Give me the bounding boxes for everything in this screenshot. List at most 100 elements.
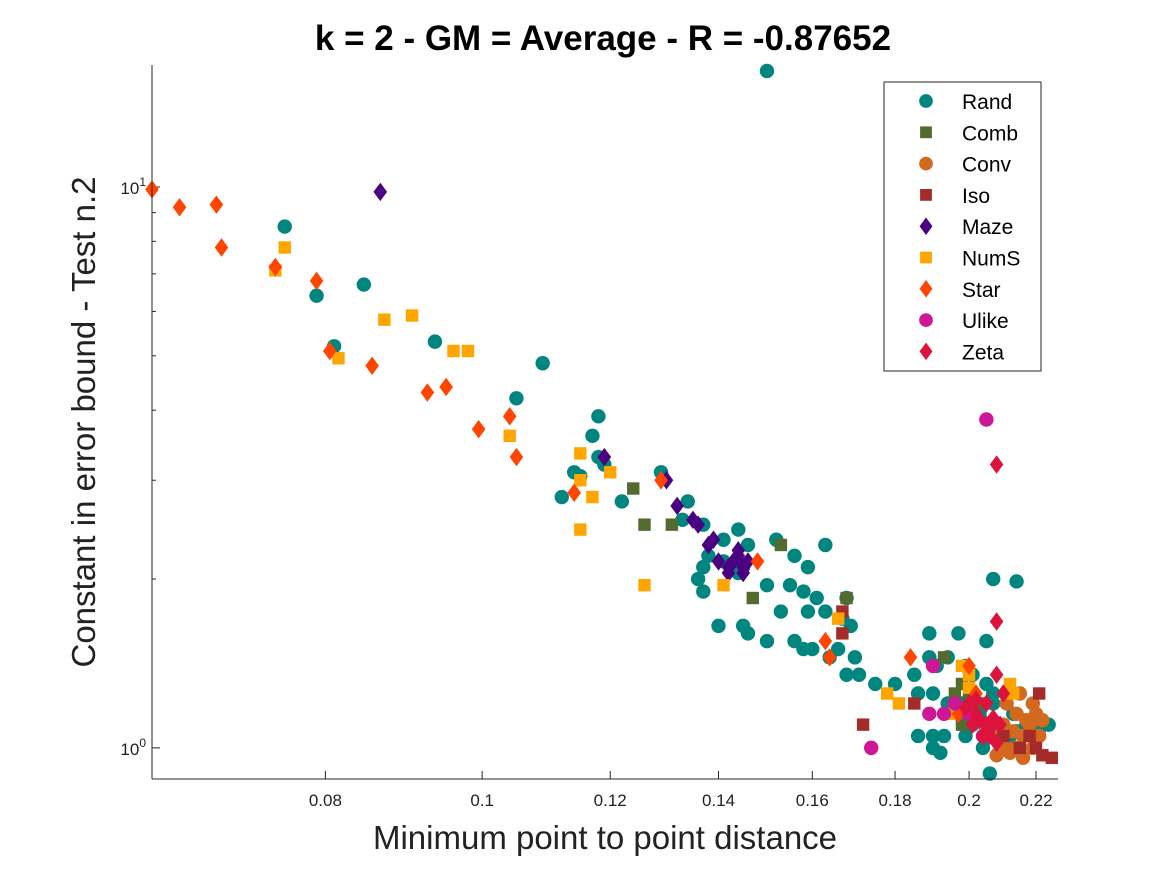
data-point-rand	[701, 548, 716, 564]
data-point-rand	[740, 537, 756, 553]
data-point-zeta	[989, 665, 1004, 684]
data-point-star	[654, 471, 668, 490]
legend-item-ulike: Ulike	[919, 310, 1009, 333]
data-point-nums	[880, 687, 894, 700]
x-tick-label: 0.16	[796, 791, 829, 810]
data-point-rand	[936, 728, 952, 744]
data-point-nums	[278, 241, 291, 254]
legend-marker-ulike	[919, 313, 933, 327]
data-point-star	[750, 552, 765, 571]
data-point-star	[822, 648, 837, 667]
legend-box	[883, 81, 1042, 372]
data-point-iso	[908, 697, 921, 710]
data-point-comb	[937, 651, 951, 664]
data-point-maze	[691, 515, 705, 534]
data-point-star	[420, 383, 435, 402]
data-point-maze	[711, 552, 726, 571]
data-point-zeta	[976, 726, 990, 746]
legend-marker-maze	[919, 217, 933, 235]
legend-label: Ulike	[962, 310, 1009, 333]
x-tick-label: 0.22	[1019, 791, 1052, 810]
data-points	[145, 63, 1058, 781]
x-tick-label: 0.08	[309, 791, 342, 810]
legend-item-star: Star	[919, 279, 1001, 302]
legend-label: Iso	[962, 185, 990, 208]
data-point-comb	[840, 591, 853, 605]
data-point-nums	[831, 612, 845, 625]
legend-marker-zeta	[919, 342, 933, 361]
data-point-ulike	[979, 412, 994, 427]
data-point-star	[471, 419, 486, 439]
data-point-maze	[686, 510, 700, 530]
legend-label: Comb	[962, 122, 1018, 145]
data-point-rand	[591, 409, 606, 424]
data-point-nums	[717, 578, 730, 592]
data-point-star	[962, 656, 976, 676]
data-point-rand	[796, 584, 811, 599]
data-point-star	[209, 195, 224, 214]
data-point-rand	[554, 489, 569, 505]
data-point-iso	[1023, 729, 1036, 743]
data-point-nums	[892, 697, 906, 710]
data-point-comb	[627, 482, 640, 495]
data-point-rand	[716, 532, 731, 547]
series-star	[145, 180, 983, 724]
data-point-ulike	[936, 706, 952, 722]
data-point-rand	[805, 641, 820, 657]
data-point-nums	[1007, 687, 1020, 700]
x-tick-label: 0.12	[594, 791, 627, 810]
data-point-rand	[958, 728, 973, 744]
data-point-rand	[910, 728, 926, 744]
data-point-nums	[604, 466, 617, 479]
series-zeta	[958, 455, 1011, 753]
data-point-iso	[1032, 687, 1046, 700]
data-point-rand	[910, 686, 926, 701]
data-point-rand	[759, 63, 775, 79]
data-point-nums	[586, 490, 599, 504]
data-point-rand	[979, 633, 994, 649]
data-point-star	[365, 356, 379, 375]
data-point-maze	[726, 552, 741, 571]
x-tick-label: 0.18	[878, 791, 911, 810]
data-point-nums	[1003, 677, 1017, 691]
data-point-rand	[773, 604, 789, 619]
data-point-star	[903, 648, 918, 667]
data-point-comb	[774, 538, 788, 552]
legend-label: Star	[962, 279, 1001, 302]
data-point-nums	[461, 344, 475, 358]
data-point-maze	[731, 541, 746, 560]
data-point-rand	[356, 277, 372, 292]
data-point-maze	[736, 563, 750, 583]
x-tick-label: 0.14	[702, 791, 735, 810]
data-point-star	[309, 271, 324, 291]
legend-item-conv: Conv	[919, 154, 1012, 177]
legend-marker-conv	[919, 156, 933, 171]
data-point-nums	[503, 429, 516, 443]
legend-label: Conv	[962, 154, 1012, 177]
data-point-nums	[332, 352, 345, 365]
legend-item-rand: Rand	[919, 91, 1012, 114]
data-point-rand	[585, 428, 600, 444]
data-point-star	[322, 341, 337, 361]
data-point-rand	[509, 391, 524, 406]
data-point-rand	[759, 577, 775, 593]
data-point-rand	[986, 686, 1001, 701]
data-point-maze	[721, 563, 736, 583]
data-point-comb	[638, 518, 651, 531]
x-axis-label: Minimum point to point distance	[373, 819, 837, 856]
data-point-zeta	[986, 708, 1001, 728]
data-point-rand	[839, 667, 854, 682]
data-point-rand	[922, 626, 937, 641]
data-point-star	[214, 238, 229, 257]
axis-ticks: 0.08 0.1 0.12 0.14 0.16 0.18 0.2 0.22 100 101	[120, 175, 1052, 810]
chart-title: k = 2 - GM = Average - R = -0.87652	[315, 19, 891, 58]
data-point-nums	[378, 313, 391, 326]
data-point-rand	[740, 626, 756, 641]
data-point-rand	[696, 584, 711, 599]
x-tick-label: 0.2	[957, 791, 981, 810]
series-maze	[373, 182, 755, 583]
y-axis-label: Constant in error bound - Test n.2	[65, 176, 102, 667]
data-point-iso	[1013, 741, 1027, 755]
data-point-conv	[989, 748, 1004, 763]
